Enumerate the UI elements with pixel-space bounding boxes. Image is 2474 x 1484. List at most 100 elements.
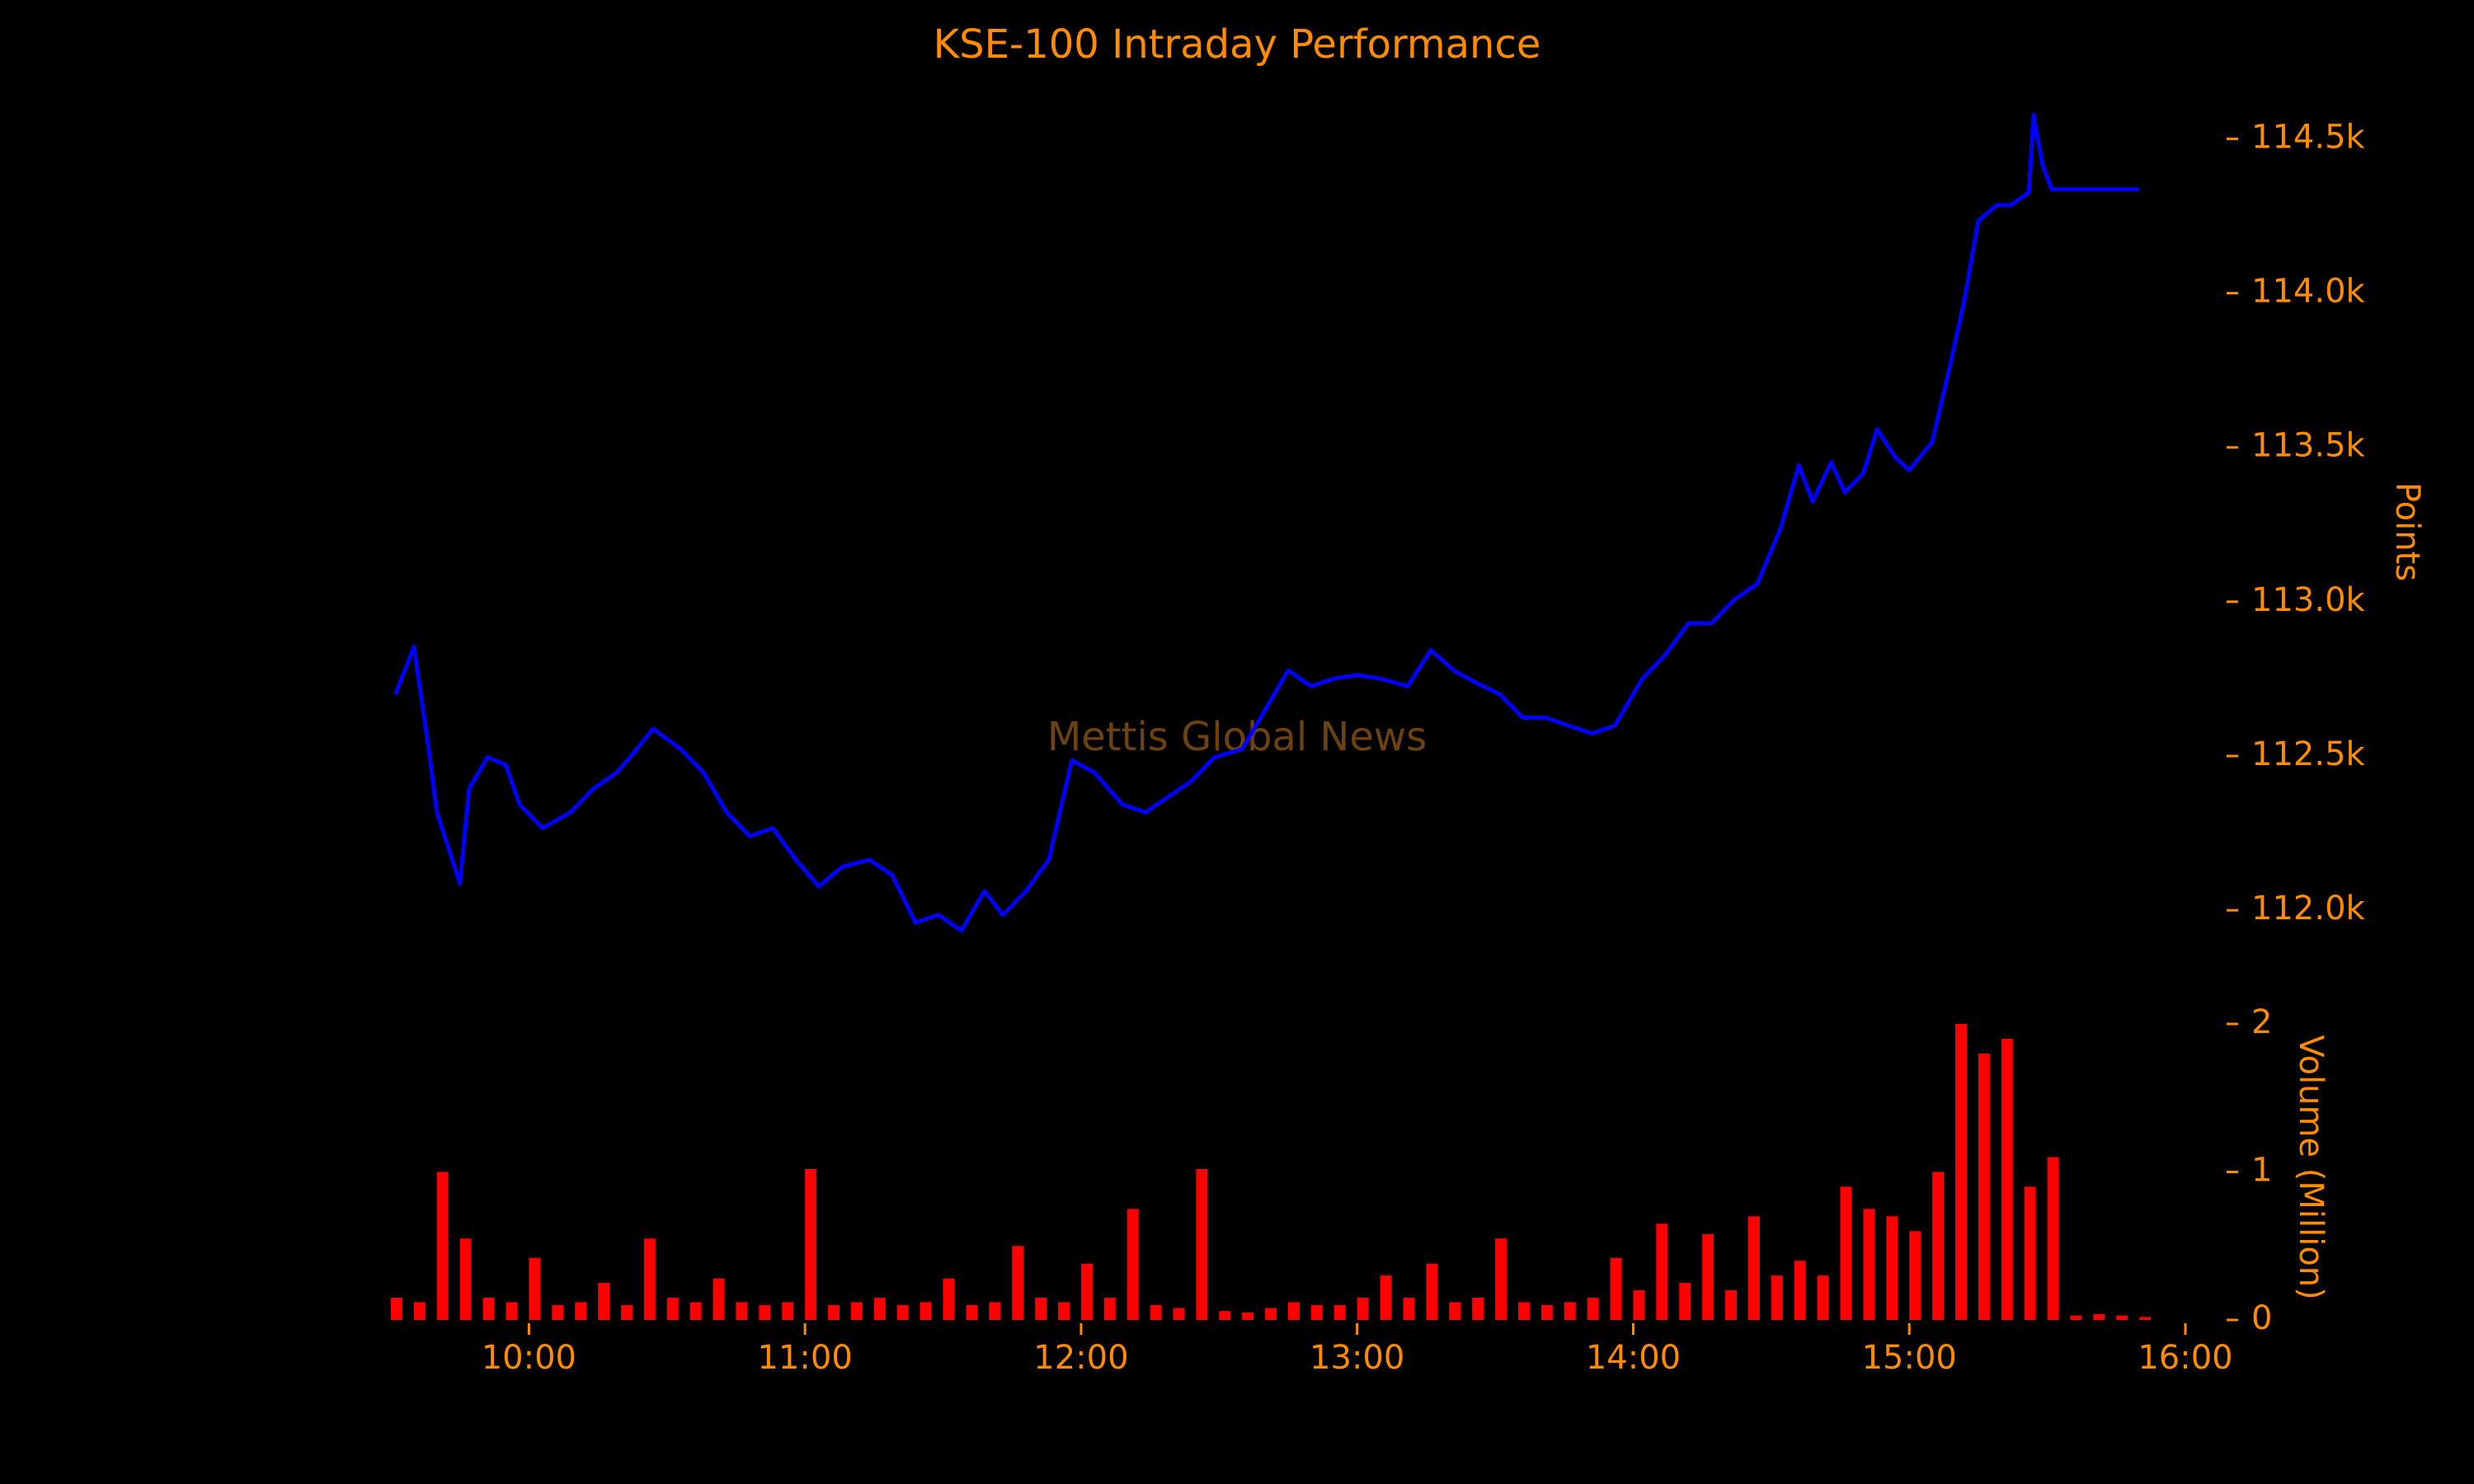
volume-bar xyxy=(1517,1302,1530,1320)
volume-bar xyxy=(943,1278,955,1320)
volume-bar xyxy=(1702,1233,1714,1320)
price-line xyxy=(393,113,2140,933)
y-tick-label: 112.0k xyxy=(2251,890,2366,928)
volume-bar xyxy=(666,1298,679,1320)
volume-bar xyxy=(459,1238,472,1320)
volume-bar xyxy=(920,1302,932,1320)
volume-bar xyxy=(1495,1238,1507,1320)
x-tick-label: 14:00 xyxy=(1586,1339,1681,1377)
volume-bar xyxy=(989,1302,1001,1320)
volume-bar xyxy=(575,1302,587,1320)
y-axis-label: Points xyxy=(2388,482,2426,581)
volume-bar xyxy=(1449,1302,1461,1320)
x-tick-label: 11:00 xyxy=(758,1339,853,1377)
volume-bar xyxy=(1679,1283,1691,1320)
volume-bar xyxy=(1426,1263,1438,1320)
y-axis-label: Volume (Million) xyxy=(2292,1035,2330,1299)
volume-bar xyxy=(896,1305,909,1320)
x-tick-label: 16:00 xyxy=(2138,1339,2232,1377)
volume-bar xyxy=(713,1278,725,1320)
volume-bar xyxy=(1196,1168,1208,1320)
volume-bar xyxy=(759,1305,771,1320)
volume-bar xyxy=(529,1257,541,1320)
volume-bar xyxy=(2093,1313,2105,1320)
volume-bar xyxy=(1794,1261,1806,1320)
volume-bar xyxy=(506,1302,518,1320)
y-tick-label: 0 xyxy=(2251,1299,2272,1337)
volume-bar xyxy=(1080,1263,1093,1320)
y-tick-label: 1 xyxy=(2251,1152,2272,1190)
volume-bar xyxy=(1310,1305,1323,1320)
volume-bar xyxy=(2116,1315,2128,1320)
chart-title: KSE-100 Intraday Performance xyxy=(934,21,1541,68)
y-tick-label: 114.0k xyxy=(2251,273,2366,311)
volume-bar xyxy=(1173,1308,1185,1320)
volume-bar xyxy=(1932,1172,1945,1320)
volume-bar xyxy=(1242,1313,1254,1320)
volume-bar xyxy=(1126,1209,1139,1320)
volume-bar xyxy=(1587,1298,1599,1320)
x-tick-label: 12:00 xyxy=(1033,1339,1128,1377)
volume-bar xyxy=(1012,1246,1024,1320)
volume-bar xyxy=(805,1168,817,1320)
volume-bar xyxy=(2139,1317,2152,1320)
volume-bar xyxy=(2024,1186,2036,1320)
volume-bar xyxy=(1035,1298,1047,1320)
volume-bar xyxy=(1058,1302,1070,1320)
volume-bar xyxy=(552,1305,564,1320)
volume-bar xyxy=(1380,1275,1392,1320)
volume-bar xyxy=(2047,1157,2059,1320)
volume-bar xyxy=(1840,1186,1852,1320)
volume-bar xyxy=(413,1302,426,1320)
volume-bar xyxy=(782,1302,794,1320)
volume-bar xyxy=(391,1298,402,1320)
watermark: Mettis Global News xyxy=(1047,714,1427,760)
volume-bar xyxy=(436,1172,449,1320)
volume-bar xyxy=(689,1302,702,1320)
volume-bar xyxy=(1288,1302,1300,1320)
volume-bar xyxy=(1747,1216,1760,1320)
volume-bar xyxy=(1103,1298,1116,1320)
volume-bar xyxy=(1265,1308,1277,1320)
volume-bar xyxy=(1863,1209,1875,1320)
volume-bar xyxy=(1219,1311,1231,1320)
x-tick-label: 13:00 xyxy=(1310,1339,1404,1377)
volume-bar xyxy=(736,1302,748,1320)
volume-bar xyxy=(1909,1231,1921,1320)
y-tick-label: 113.5k xyxy=(2251,427,2366,465)
volume-bar xyxy=(1357,1298,1369,1320)
y-tick-label: 2 xyxy=(2251,1003,2272,1041)
volume-bar xyxy=(1540,1305,1553,1320)
volume-bar xyxy=(1656,1223,1668,1320)
y-tick-label: 112.5k xyxy=(2251,735,2366,773)
volume-bar xyxy=(966,1305,978,1320)
volume-bar xyxy=(1771,1275,1783,1320)
volume-bar xyxy=(1978,1053,1990,1320)
volume-bar xyxy=(643,1238,656,1320)
x-tick-label: 10:00 xyxy=(482,1339,576,1377)
volume-bar xyxy=(1610,1257,1622,1320)
volume-bar xyxy=(873,1298,886,1320)
volume-bar xyxy=(620,1305,633,1320)
x-tick-label: 15:00 xyxy=(1862,1339,1957,1377)
volume-bar xyxy=(1333,1305,1346,1320)
volume-bar xyxy=(1955,1024,1967,1320)
volume-bar xyxy=(1886,1216,1898,1320)
volume-bar xyxy=(598,1283,610,1320)
volume-bar xyxy=(828,1305,840,1320)
volume-bar xyxy=(1150,1305,1162,1320)
y-tick-label: 114.5k xyxy=(2251,118,2366,156)
volume-bar xyxy=(1403,1298,1415,1320)
y-tick-label: 113.0k xyxy=(2251,581,2366,619)
volume-bar xyxy=(1725,1290,1737,1320)
volume-bar xyxy=(1564,1302,1576,1320)
volume-bar xyxy=(2070,1315,2082,1320)
volume-bar xyxy=(2001,1038,2013,1320)
volume-bar xyxy=(1817,1275,1829,1320)
volume-bar xyxy=(1472,1298,1484,1320)
volume-bar xyxy=(850,1302,863,1320)
volume-bar xyxy=(482,1298,495,1320)
